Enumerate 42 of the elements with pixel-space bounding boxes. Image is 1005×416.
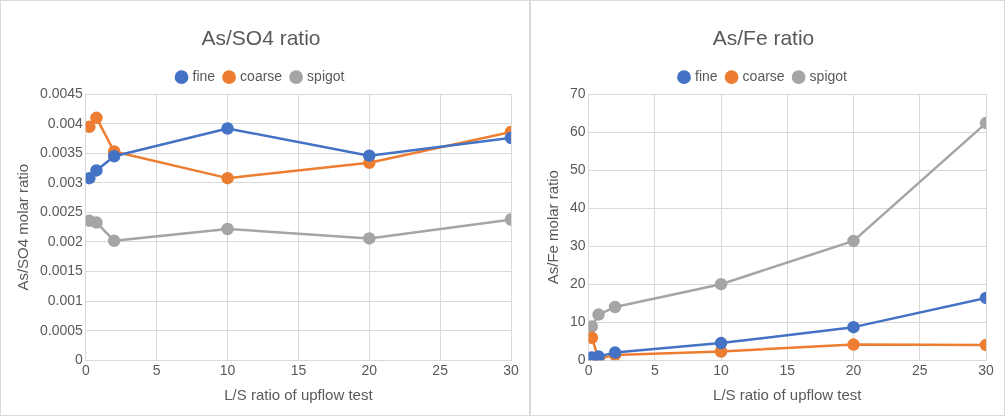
x-tick-label: 25 — [911, 362, 928, 379]
x-tick-label: 20 — [361, 362, 378, 379]
legend-label: coarse — [742, 68, 785, 85]
legend-label: spigot — [307, 68, 345, 85]
x-axis-title: L/S ratio of upflow test — [224, 386, 374, 404]
x-tick-label: 10 — [713, 362, 730, 379]
y-tick-label: 0.002 — [47, 232, 84, 249]
y-tick-label: 0.003 — [47, 173, 84, 190]
y-axis-title: As/SO4 molar ratio — [14, 163, 32, 291]
x-tick-label: 20 — [845, 362, 862, 379]
x-tick-label: 15 — [290, 362, 307, 379]
y-tick-label: 0.0005 — [39, 321, 84, 338]
y-tick-label: 10 — [569, 313, 586, 330]
x-tick-label: 5 — [650, 362, 659, 379]
x-tick-label: 5 — [152, 362, 161, 379]
y-tick-label: 50 — [569, 161, 586, 178]
x-tick-label: 30 — [503, 362, 519, 379]
x-axis-title: L/S ratio of upflow test — [713, 386, 863, 404]
y-tick-label: 0 — [577, 351, 586, 368]
legend-label: fine — [192, 68, 216, 85]
y-tick-label: 20 — [569, 275, 586, 292]
y-tick-label: 0 — [75, 351, 84, 368]
chart-title: As/SO4 ratio — [201, 26, 321, 50]
y-tick-label: 0.004 — [47, 114, 84, 131]
x-tick-label: 30 — [978, 362, 994, 379]
legend-label: fine — [695, 68, 718, 85]
y-axis-title: As/Fe molar ratio — [544, 170, 562, 285]
x-tick-label: 15 — [779, 362, 796, 379]
x-tick-label: 25 — [432, 362, 449, 379]
chart-title: As/Fe ratio — [712, 26, 815, 50]
y-tick-label: 0.0015 — [39, 262, 84, 279]
y-tick-label: 40 — [569, 199, 586, 216]
y-tick-label: 60 — [569, 123, 586, 140]
y-tick-label: 70 — [569, 85, 586, 102]
y-tick-label: 30 — [569, 237, 586, 254]
y-tick-label: 0.0025 — [39, 203, 84, 220]
legend-label: coarse — [240, 68, 283, 85]
y-tick-label: 0.001 — [47, 291, 84, 308]
x-tick-label: 10 — [219, 362, 236, 379]
legend-label: spigot — [809, 68, 848, 85]
y-tick-label: 0.0035 — [39, 144, 84, 161]
y-tick-label: 0.0045 — [39, 85, 84, 102]
